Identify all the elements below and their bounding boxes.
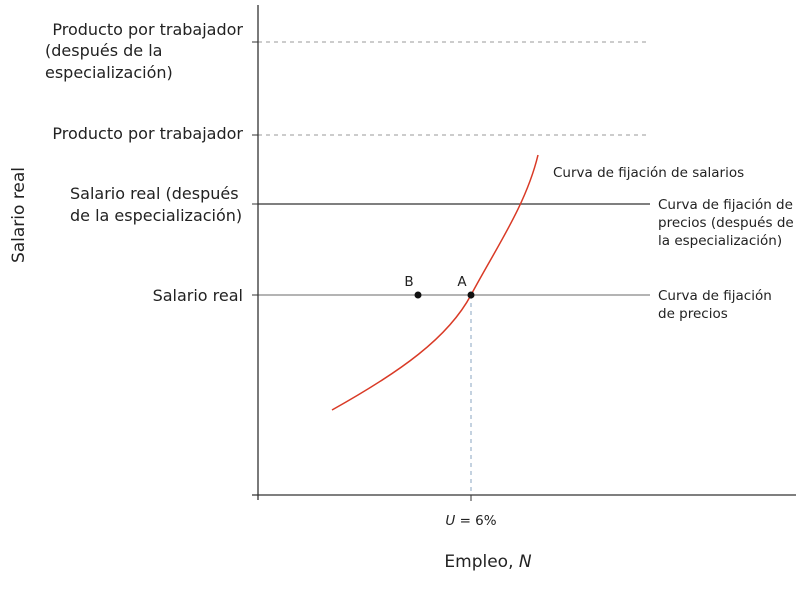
axis-text: Empleo,	[444, 552, 513, 572]
left-label: especialización)	[45, 63, 173, 82]
point-b	[414, 291, 422, 299]
curve-label: la especialización)	[658, 233, 782, 249]
marker-text: = 6%	[460, 513, 497, 529]
point-label: A	[457, 274, 467, 290]
x-axis-label: Empleo, N	[444, 552, 532, 572]
curve-label: de precios	[658, 306, 728, 322]
left-label: Producto por trabajador	[52, 20, 243, 39]
curve-label: Curva de fijación de salarios	[553, 165, 744, 181]
point-a	[467, 291, 475, 299]
y-axis-label: Salario real	[9, 167, 29, 263]
left-label: Producto por trabajador	[52, 124, 243, 143]
y-ticks	[252, 41, 258, 296]
curve-label: Curva de fijación	[658, 288, 772, 304]
point-label: B	[404, 274, 413, 290]
wage-setting-curve	[331, 154, 539, 411]
left-label: Salario real (después	[70, 184, 239, 203]
variable: N	[519, 552, 532, 572]
curve-label: Curva de fijación de	[658, 197, 793, 213]
left-label: Salario real	[153, 286, 243, 305]
curve-label: precios (después de	[658, 215, 794, 231]
variable: U	[445, 513, 455, 529]
left-label: de la especialización)	[70, 206, 242, 225]
x-marker-label: U = 6%	[445, 513, 496, 529]
left-label: (después de la	[45, 41, 162, 60]
